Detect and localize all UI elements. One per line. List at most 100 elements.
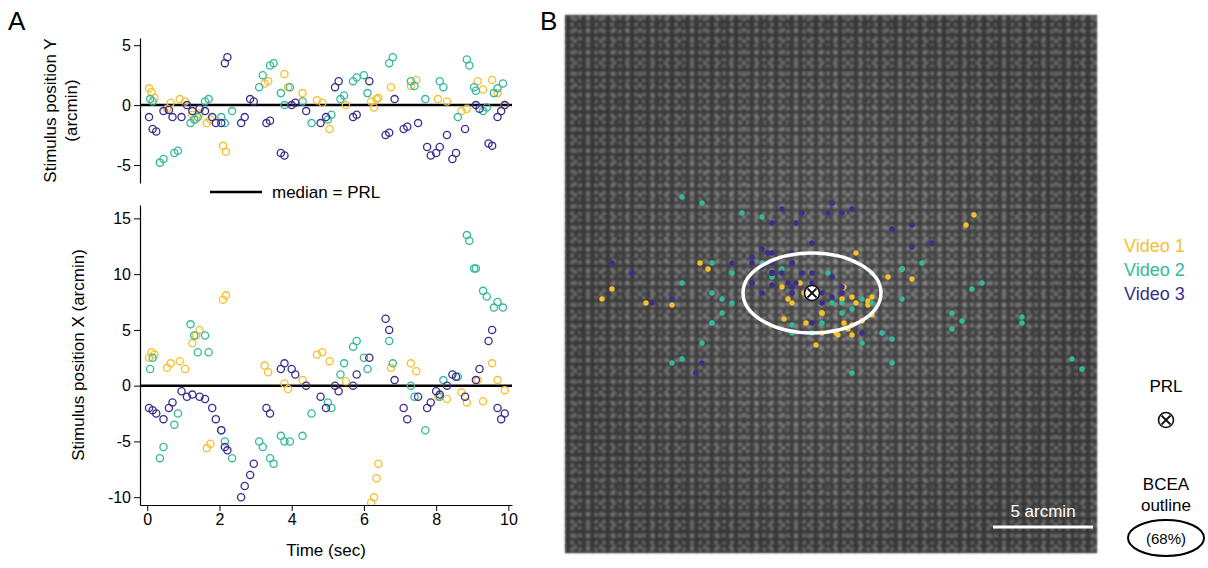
point [669,296,674,301]
point [779,206,784,211]
tick-label: -10 [108,489,131,506]
tick: 0 [122,377,140,394]
tick-mark [134,165,140,166]
point [443,131,450,138]
point [427,399,434,406]
point [643,300,648,305]
point [241,482,248,489]
tick: 4 [288,505,297,528]
tick-label: 6 [360,511,369,528]
prl-circle [1159,413,1174,428]
tick: 2 [216,505,225,528]
tick: -5 [117,157,140,174]
point [709,320,714,325]
legend-label: Video 3 [1124,284,1185,304]
point [789,260,794,265]
point [319,99,326,106]
scale-bar [993,526,1093,529]
point [779,284,784,289]
point [443,98,450,105]
point [382,315,389,322]
tick: 5 [122,37,140,54]
point [411,82,418,89]
point [407,382,414,389]
point [218,427,225,434]
point [829,200,834,205]
point [270,460,277,467]
point [809,320,814,325]
point [160,155,167,162]
tick-mark [364,505,365,511]
scale-bar-label: 5 arcmin [1010,502,1075,521]
point [789,284,794,289]
point [679,280,684,285]
image-vignette [565,15,1097,553]
point [819,320,824,325]
point [819,310,824,315]
point [167,360,174,367]
tick-label: 0 [122,377,131,394]
point [340,92,347,99]
point [259,443,266,450]
point [414,393,421,400]
point [769,282,774,287]
point [353,74,360,81]
point [342,102,349,109]
point [483,104,490,111]
tick-mark [134,45,140,46]
point [501,102,508,109]
point [979,280,984,285]
point [889,336,894,341]
tick-label: 10 [500,511,518,528]
point [909,276,914,281]
point [485,337,492,344]
median-line [140,384,512,387]
point [789,300,794,305]
point [899,296,904,301]
point [266,410,273,417]
point [490,90,497,97]
point [709,260,714,265]
point [241,113,248,120]
point [494,404,501,411]
point [422,96,429,103]
plot-area [140,54,512,167]
point [266,117,273,124]
point [825,210,830,215]
point [452,149,459,156]
point [349,382,356,389]
point [281,102,288,109]
point [769,270,774,275]
point [370,494,377,501]
point [705,266,710,271]
point [476,365,483,372]
point [476,105,483,112]
point [281,152,288,159]
point [885,274,890,279]
point [277,90,284,97]
point [201,332,208,339]
point [238,494,245,501]
tick: -5 [117,433,140,450]
series [145,70,508,155]
point [501,102,508,109]
point [422,427,429,434]
series [599,212,976,347]
point [353,371,360,378]
point [326,358,333,365]
point [793,280,798,285]
point [879,330,884,335]
point [228,455,235,462]
point [899,266,904,271]
point [340,360,347,367]
axis: -10-5051015 [108,206,141,506]
point [322,113,329,120]
point [749,280,754,285]
point [739,210,744,215]
point [218,119,225,126]
series [669,194,1084,375]
point [969,286,974,291]
point [609,286,614,291]
point [201,107,208,114]
point [709,320,714,325]
